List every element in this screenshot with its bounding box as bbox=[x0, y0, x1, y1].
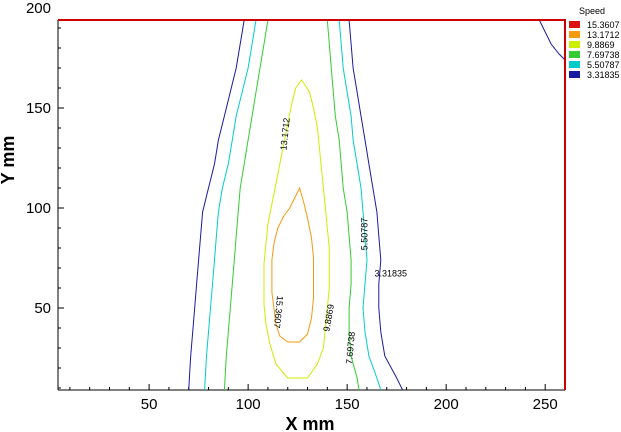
x-tick-label: 100 bbox=[236, 396, 261, 413]
x-tick-label: 150 bbox=[335, 396, 360, 413]
y-tick-label: 50 bbox=[34, 300, 51, 317]
contour-lines bbox=[188, 19, 566, 391]
legend-swatch bbox=[569, 31, 580, 38]
legend-swatch bbox=[569, 41, 580, 48]
plot-border-line bbox=[58, 19, 566, 390]
legend-swatch bbox=[569, 51, 580, 58]
contour-13-1712 bbox=[271, 186, 314, 343]
contour-value-label: 7.69738 bbox=[344, 331, 357, 364]
contour-value-label: 3.31835 bbox=[374, 268, 407, 278]
axes: 50 100 150 200 250 50 100 150 200 bbox=[26, 0, 566, 413]
contour-3-31835-corner bbox=[538, 19, 566, 61]
legend-swatch bbox=[569, 21, 580, 28]
y-tick-label: 150 bbox=[26, 100, 51, 117]
legend-title: Speed bbox=[579, 6, 605, 16]
legend-label: 5.50787 bbox=[587, 60, 620, 70]
x-tick-label: 50 bbox=[141, 396, 158, 413]
contour-labels: 13.1712 5.50787 3.31835 15.3607 9.8869 7.6973… bbox=[272, 117, 407, 364]
legend-swatch bbox=[569, 61, 580, 68]
contour-value-label: 13.1712 bbox=[278, 117, 291, 150]
contour-5-50787-left bbox=[204, 19, 257, 391]
contour-9-8869 bbox=[263, 79, 330, 379]
plot-border bbox=[58, 19, 566, 390]
legend-swatch bbox=[569, 71, 580, 78]
x-axis-title: X mm bbox=[285, 414, 334, 432]
legend-label: 3.31835 bbox=[587, 70, 620, 80]
legend-label: 13.1712 bbox=[587, 30, 620, 40]
contour-3-31835-left bbox=[188, 19, 245, 391]
legend-label: 7.69738 bbox=[587, 50, 620, 60]
x-tick-label: 200 bbox=[434, 396, 459, 413]
y-tick-label: 100 bbox=[26, 200, 51, 217]
contour-3-31835-right bbox=[348, 19, 404, 391]
y-axis-title: Y mm bbox=[0, 136, 18, 185]
legend: Speed 15.360713.17129.88697.697385.507873… bbox=[569, 6, 620, 80]
x-tick-label: 250 bbox=[533, 396, 558, 413]
contour-value-label: 5.50787 bbox=[359, 218, 369, 251]
contour-5-50787-right bbox=[338, 19, 382, 391]
contour-7-69738-left bbox=[223, 19, 269, 391]
y-tick-label: 200 bbox=[26, 0, 51, 17]
contour-value-label: 9.8869 bbox=[321, 303, 336, 332]
legend-label: 15.3607 bbox=[587, 20, 620, 30]
contour-value-label: 15.3607 bbox=[272, 295, 285, 328]
legend-label: 9.8869 bbox=[587, 40, 615, 50]
contour-7-69738-right bbox=[326, 19, 360, 391]
